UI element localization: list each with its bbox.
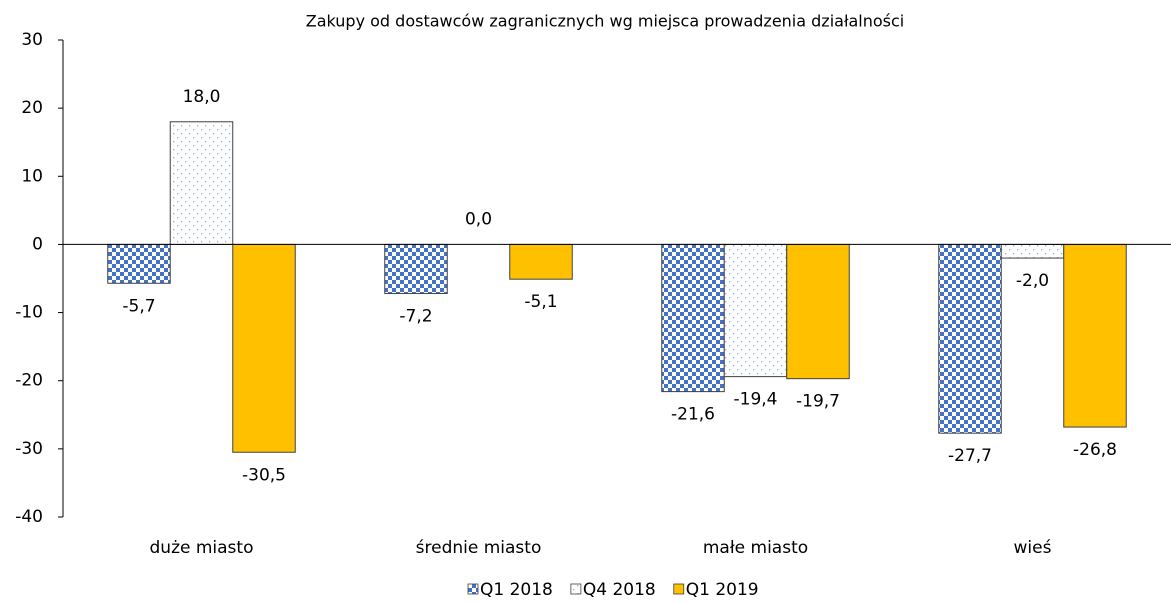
legend-label: Q4 2018 xyxy=(583,580,656,600)
x-tick-label: małe miasto xyxy=(703,538,808,558)
data-label: -19,7 xyxy=(796,392,840,412)
legend-label: Q1 2019 xyxy=(686,580,759,600)
bar xyxy=(1000,243,1065,259)
bar xyxy=(107,243,171,284)
data-label: -7,2 xyxy=(399,306,432,326)
bar xyxy=(509,243,573,280)
legend-swatch xyxy=(467,583,479,595)
bar xyxy=(169,121,234,245)
legend-swatch xyxy=(673,583,685,595)
data-label: -26,8 xyxy=(1073,440,1117,460)
data-label: 18,0 xyxy=(183,87,221,107)
data-label: 0,0 xyxy=(465,209,492,229)
y-tick-label: 20 xyxy=(21,98,43,118)
data-label: -2,0 xyxy=(1016,271,1049,291)
data-label: -30,5 xyxy=(242,465,286,485)
data-label: -5,7 xyxy=(122,296,155,316)
y-tick-label: -40 xyxy=(15,507,43,527)
bar xyxy=(384,243,448,294)
x-tick-label: wieś xyxy=(1014,538,1052,558)
x-tick-label: duże miasto xyxy=(150,538,254,558)
y-tick-label: 0 xyxy=(32,234,43,254)
legend-label: Q1 2018 xyxy=(480,580,553,600)
legend-item: Q1 2019 xyxy=(673,580,759,600)
data-label: -19,4 xyxy=(734,390,778,410)
bar xyxy=(786,243,850,380)
legend-item: Q1 2018 xyxy=(467,580,553,600)
legend-item: Q4 2018 xyxy=(570,580,656,600)
chart-title: Zakupy od dostawców zagranicznych wg mie… xyxy=(306,12,905,31)
y-tick-label: -30 xyxy=(15,439,43,459)
x-tick-label: średnie miasto xyxy=(416,538,542,558)
y-tick-label: 30 xyxy=(21,30,43,50)
y-tick-label: 10 xyxy=(21,166,43,186)
bar xyxy=(232,243,296,453)
data-label: -5,1 xyxy=(524,292,557,312)
data-label: -21,6 xyxy=(671,405,715,425)
bar xyxy=(1063,243,1127,428)
data-label: -27,7 xyxy=(948,446,992,466)
y-tick-label: -10 xyxy=(15,303,43,323)
bar xyxy=(938,243,1002,434)
legend-swatch xyxy=(570,583,582,595)
bar xyxy=(723,243,788,378)
y-tick-label: -20 xyxy=(15,371,43,391)
bar xyxy=(661,243,725,393)
